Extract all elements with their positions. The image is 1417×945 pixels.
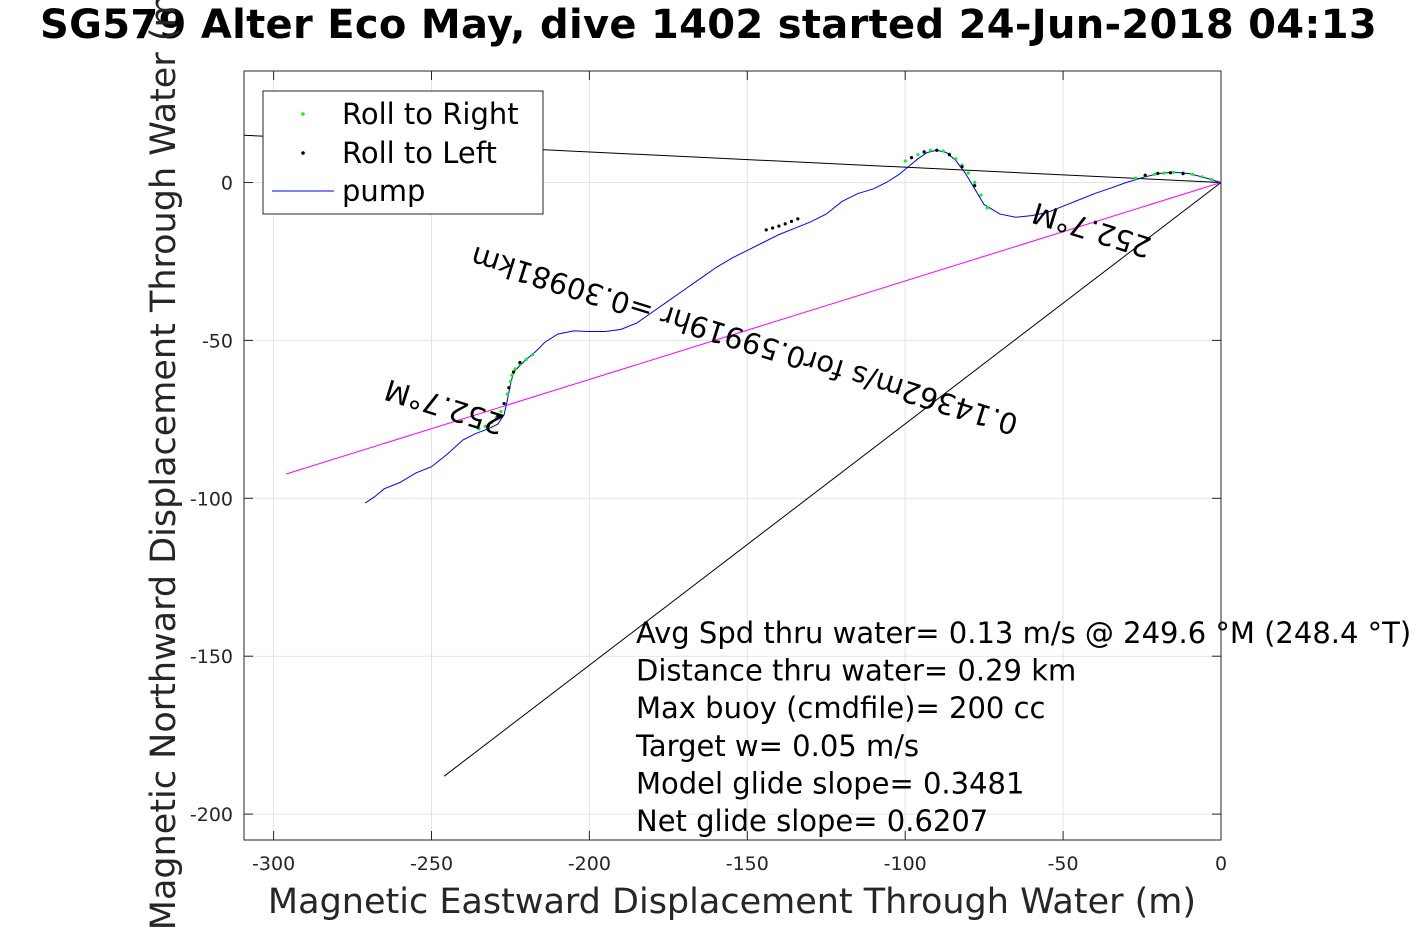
roll-to-right-point [508, 379, 513, 384]
y-tick-label: -100 [190, 488, 233, 510]
roll-to-right-point [954, 157, 958, 161]
roll-to-right-point [973, 180, 977, 185]
legend-marker [301, 112, 305, 116]
roll-to-left-point [502, 401, 506, 406]
roll-to-right-point [499, 409, 503, 414]
roll-to-right-point [1162, 171, 1166, 175]
roll-to-left-point [486, 424, 490, 428]
roll-to-left-point [764, 228, 768, 232]
y-axis-label: Magnetic Northward Displacement Through … [144, 0, 184, 930]
roll-to-left-point [496, 414, 500, 418]
roll-to-right-point [530, 353, 535, 357]
info-line: Model glide slope= 0.3481 [636, 766, 1024, 800]
roll-to-right-point [1209, 177, 1214, 181]
y-tick-label: -150 [190, 646, 233, 668]
roll-to-left-point [909, 155, 914, 160]
roll-to-right-point [505, 392, 509, 396]
roll-to-right-point [1190, 172, 1195, 176]
heading-line-2-line [443, 182, 1221, 777]
mean-track-line [286, 182, 1221, 475]
roll-to-left-point [783, 222, 787, 226]
x-tick-label: -300 [252, 853, 295, 875]
roll-to-left-point [1168, 171, 1173, 175]
roll-to-right-point [483, 424, 487, 428]
info-line: Net glide slope= 0.6207 [636, 804, 988, 838]
roll-to-left-point [960, 165, 964, 169]
info-line: Max buoy (cmdfile)= 200 cc [636, 691, 1045, 725]
series-layer [244, 134, 1221, 777]
roll-to-left-point [1181, 172, 1185, 176]
info-line: Avg Spd thru water= 0.13 m/s @ 249.6 °M … [636, 616, 1411, 650]
roll-to-right-point [979, 193, 983, 197]
y-tick-label: 0 [221, 173, 233, 195]
roll-to-left-point [518, 360, 522, 365]
roll-to-left-point [922, 150, 926, 154]
roll-to-left-point [796, 217, 800, 221]
legend-entry: Roll to Left [342, 136, 497, 170]
roll-to-left-point [507, 386, 511, 390]
roll-to-left-point [935, 148, 939, 152]
roll-to-left-point [973, 184, 977, 188]
roll-to-left-point [947, 153, 952, 157]
y-tick-label: -200 [190, 804, 233, 826]
y-tick-label: -50 [202, 330, 233, 352]
roll-to-right-point [513, 367, 517, 371]
roll-to-right-point [489, 420, 494, 425]
roll-to-right-point [510, 373, 514, 377]
x-tick-label: -50 [1048, 853, 1079, 875]
roll-to-right-point [903, 159, 907, 163]
roll-to-right-point [1172, 170, 1176, 174]
roll-to-right-point [985, 206, 989, 210]
roll-to-left-point [512, 370, 516, 374]
roll-to-right-point [916, 153, 920, 157]
roll-to-right-point [966, 171, 970, 175]
x-tick-label: -100 [884, 853, 927, 875]
x-tick-label: -200 [568, 853, 611, 875]
info-line: Distance thru water= 0.29 km [636, 654, 1076, 688]
legend-marker [301, 151, 305, 155]
x-axis-label: Magnetic Eastward Displacement Through W… [268, 882, 1196, 922]
roll-to-right-point [1153, 172, 1157, 176]
roll-to-left-point [777, 224, 781, 228]
roll-to-left-point [789, 219, 794, 223]
roll-to-right-point [524, 357, 528, 361]
legend-entry: pump [342, 174, 425, 208]
legend: Roll to Right Roll to Left pump [262, 90, 544, 215]
chart-title: SG579 Alter Eco May, dive 1402 started 2… [40, 2, 1377, 48]
plot-frame [243, 70, 1222, 841]
legend-box [262, 90, 544, 215]
roll-to-right-point [928, 148, 933, 152]
info-line: Target w= 0.05 m/s [635, 729, 919, 763]
roll-to-right-point [941, 149, 945, 153]
x-tick-label: 0 [1215, 853, 1227, 875]
roll-to-left-point [1143, 173, 1147, 177]
pump-line [364, 149, 1221, 504]
roll-to-right-point [1134, 176, 1138, 180]
legend-entry: Roll to Right [342, 97, 519, 131]
roll-to-left-point [770, 226, 775, 230]
roll-to-left-point [1156, 171, 1160, 175]
x-tick-label: -150 [726, 853, 769, 875]
ticks: -300 -250 -200 -150 -100 -50 0 -200 -150 -100 -50 0 [190, 71, 1227, 875]
roll-to-right-point [1200, 175, 1204, 179]
roll-to-right-point [477, 427, 481, 431]
x-tick-label: -250 [410, 853, 453, 875]
